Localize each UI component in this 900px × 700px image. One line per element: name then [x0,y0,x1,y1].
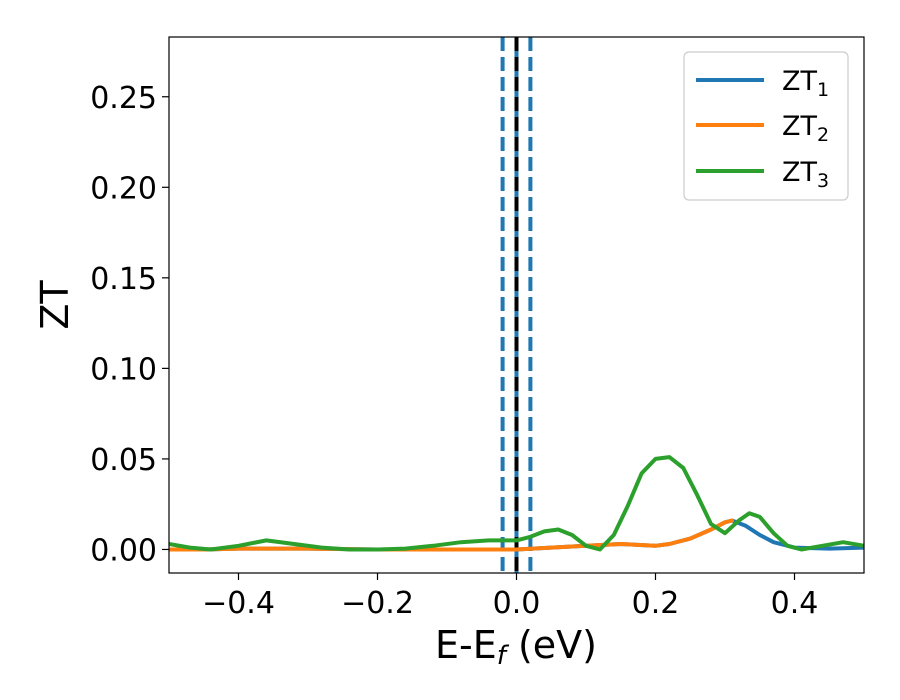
legend-label-zt2: ZT2 [782,111,829,146]
y-tick-label: 0.05 [90,443,157,478]
x-tick-label: 0.0 [493,586,541,621]
y-axis-ticks: 0.00 0.05 0.10 0.15 0.20 0.25 [90,81,169,568]
y-axis-label: ZT [33,280,77,330]
x-axis-label-unit: (eV) [506,623,597,667]
x-tick-label: −0.4 [202,586,275,621]
x-axis-ticks: −0.4 −0.2 0.0 0.2 0.4 [202,573,818,621]
vertical-reference-lines [500,37,533,573]
series-line-zt2 [169,518,734,552]
y-tick-label: 0.00 [90,533,157,568]
x-axis-label: E-Ef (eV) [435,623,597,671]
legend-box [683,51,849,201]
x-tick-label: −0.2 [341,586,414,621]
y-tick-label: 0.25 [90,81,157,116]
y-tick-label: 0.10 [90,352,157,387]
x-tick-label: 0.2 [632,586,680,621]
x-tick-label: 0.4 [771,586,819,621]
y-tick-label: 0.15 [90,262,157,297]
series-layer [169,455,864,552]
legend-label-zt3: ZT3 [782,157,829,192]
y-tick-label: 0.20 [90,171,157,206]
legend-label-zt1: ZT1 [782,66,829,101]
series-line-zt3 [169,455,864,552]
legend: ZT1 ZT2 ZT3 [683,51,849,201]
